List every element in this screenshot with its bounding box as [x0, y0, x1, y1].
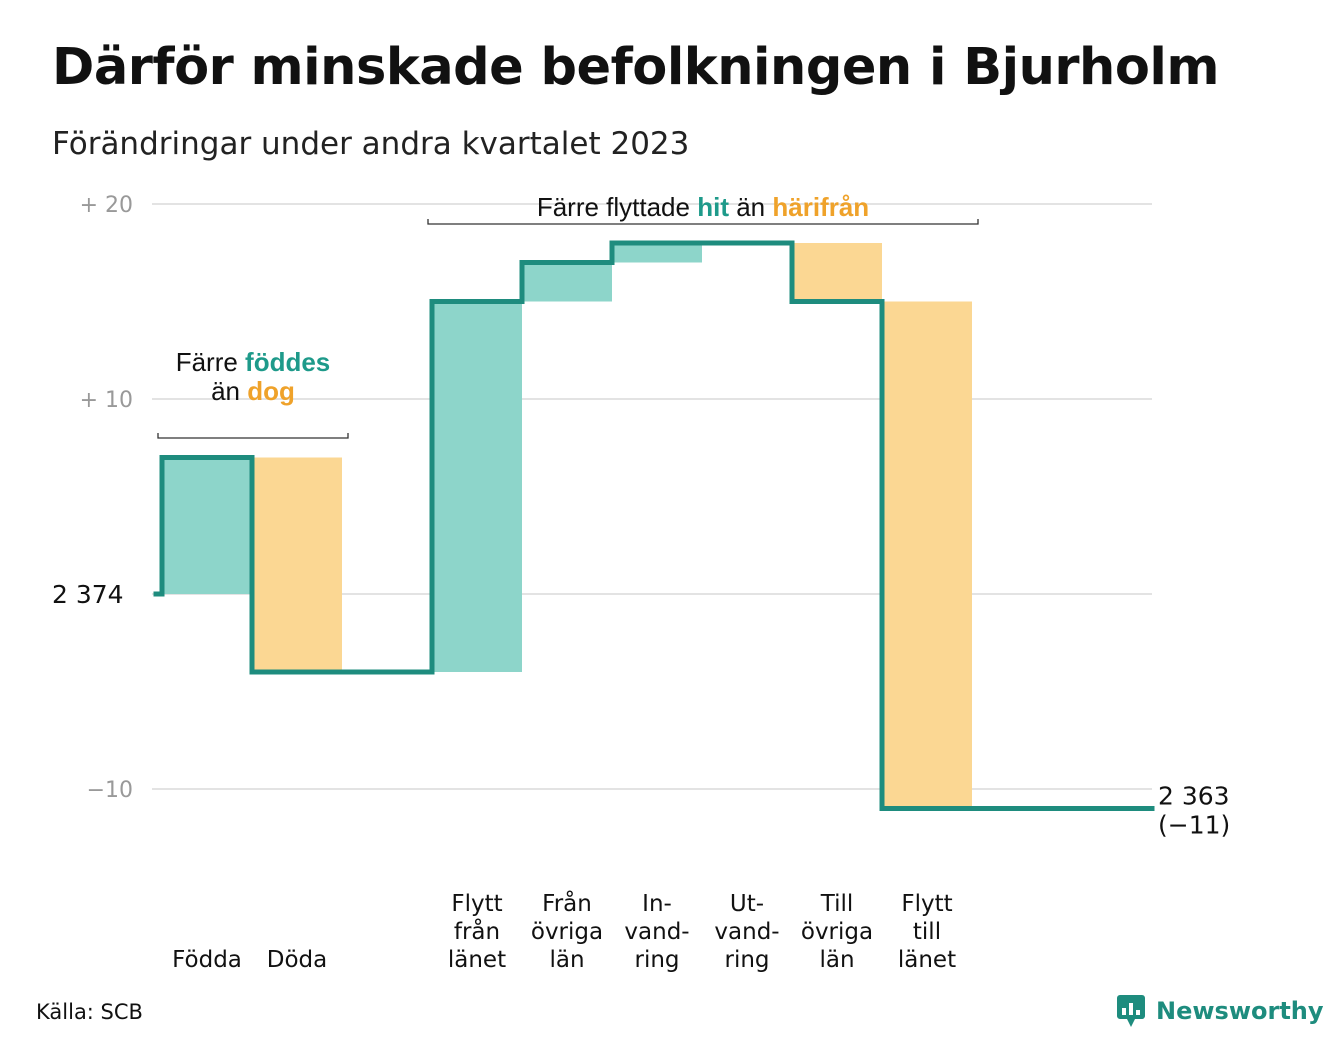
annotation-text-segment: föddes [245, 347, 330, 377]
annotation-text-segment: Färre [176, 347, 245, 377]
category-label-invandring: In-vand-ring [624, 891, 689, 973]
annotation-bracket [427, 219, 979, 225]
category-label-line: In- [642, 891, 672, 917]
category-label-fran-ovriga-lan: Från övriga län [531, 889, 603, 973]
running-total-path [153, 240, 1155, 811]
annotation-text-line: än dog [211, 376, 295, 406]
bar-invandring [612, 243, 702, 263]
category-label-line: Döda [267, 947, 327, 973]
category-label-line: vand- [624, 919, 689, 945]
category-label-line: vand- [714, 919, 779, 945]
category-label-line: Från [542, 889, 592, 917]
end-value-label: 2 363 [1158, 782, 1230, 811]
annotation-text-segment: än [729, 192, 772, 222]
source-note: Källa: SCB [36, 1000, 143, 1024]
category-label-line: länet [898, 947, 956, 973]
bar-till-ovriga-lan [792, 243, 882, 302]
category-label-flytt-till-lanet: Flytt till länet [898, 891, 956, 973]
y-tick-label-1: + 10 [80, 388, 133, 413]
annotation-text-line: Färre föddes [176, 347, 331, 377]
category-label-till-ovriga-lan: Till övriga län [801, 891, 873, 973]
bar-fodda [162, 457, 252, 594]
chart-title: Därför minskade befolkningen i Bjurholm [52, 38, 1220, 97]
newsworthy-logo-icon [1117, 995, 1145, 1027]
bar-flytt-fran-lanet [432, 301, 522, 672]
category-label-doda: Döda [267, 947, 327, 973]
category-label-line: Ut- [730, 891, 764, 917]
annotation-text-segment: härifrån [772, 192, 869, 222]
category-label-line: Födda [172, 947, 242, 973]
category-label-line: till [913, 919, 941, 945]
category-label-line: län [549, 947, 584, 973]
y-axis-ticks: + 20 + 10 −10 [80, 193, 133, 803]
category-label-line: övriga [801, 919, 873, 945]
y-tick-label-3: −10 [87, 778, 133, 803]
category-label-line: länet [448, 947, 506, 973]
category-label-line: län [819, 947, 854, 973]
annotation-text-line: Färre flyttade hit än härifrån [537, 192, 869, 222]
category-label-flytt-fran-lanet: Flytt från länet [448, 891, 506, 973]
bar-flytt-till-lanet [882, 301, 972, 809]
annotation-text-segment: än [211, 376, 247, 406]
annotation-text-segment: hit [697, 192, 729, 222]
annotation-bracket [157, 433, 349, 439]
category-label-line: från [454, 917, 500, 945]
start-value-label: 2 374 [52, 580, 124, 609]
category-label-line: Till [820, 891, 854, 917]
end-change-label: (−11) [1158, 811, 1230, 840]
gridlines [152, 203, 1152, 790]
chart-subtitle: Förändringar under andra kvartalet 2023 [52, 126, 690, 162]
category-label-line: ring [724, 947, 769, 973]
category-label-line: övriga [531, 919, 603, 945]
category-label-fodda: Födda [172, 947, 242, 973]
annotation-text-segment: Färre flyttade [537, 192, 697, 222]
bar-fran-ovriga-lan [522, 262, 612, 302]
category-label-line: ring [634, 947, 679, 973]
bar-doda [252, 457, 342, 672]
y-tick-label-0: + 20 [80, 193, 133, 218]
category-label-line: Flytt [901, 891, 952, 917]
value-labels: 2 374 2 363(−11) [52, 580, 1230, 840]
category-label-line: Flytt [451, 891, 502, 917]
brand-name: Newsworthy [1156, 997, 1324, 1025]
brand-logo: Newsworthy [1116, 994, 1324, 1028]
bars [162, 243, 972, 809]
category-label-utvandring: Ut-vand-ring [714, 891, 779, 973]
annotation-migration: Färre flyttade hit än härifrån [427, 192, 979, 225]
annotation-text-segment: dog [247, 376, 295, 406]
running-total-line [153, 240, 1155, 811]
